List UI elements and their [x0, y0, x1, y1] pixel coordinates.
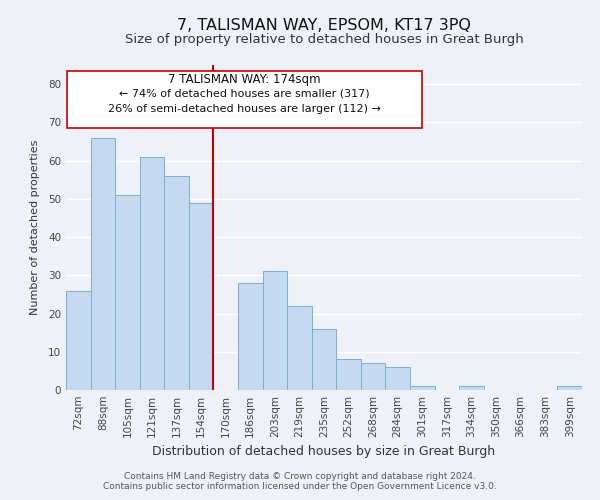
Bar — [140, 157, 164, 390]
Bar — [410, 386, 434, 390]
Bar — [459, 386, 484, 390]
Bar — [115, 195, 140, 390]
Bar — [287, 306, 312, 390]
Text: 7, TALISMAN WAY, EPSOM, KT17 3PQ: 7, TALISMAN WAY, EPSOM, KT17 3PQ — [177, 18, 471, 32]
Bar — [91, 138, 115, 390]
Text: Contains public sector information licensed under the Open Government Licence v3: Contains public sector information licen… — [103, 482, 497, 491]
Bar — [164, 176, 189, 390]
Y-axis label: Number of detached properties: Number of detached properties — [29, 140, 40, 315]
Bar — [263, 272, 287, 390]
Text: 7 TALISMAN WAY: 174sqm: 7 TALISMAN WAY: 174sqm — [169, 73, 321, 86]
Bar — [67, 70, 422, 128]
Bar — [66, 290, 91, 390]
Bar — [336, 360, 361, 390]
Bar — [189, 202, 214, 390]
Bar — [361, 363, 385, 390]
X-axis label: Distribution of detached houses by size in Great Burgh: Distribution of detached houses by size … — [152, 446, 496, 458]
Text: Contains HM Land Registry data © Crown copyright and database right 2024.: Contains HM Land Registry data © Crown c… — [124, 472, 476, 481]
Bar — [312, 329, 336, 390]
Text: Size of property relative to detached houses in Great Burgh: Size of property relative to detached ho… — [125, 32, 523, 46]
Bar — [557, 386, 582, 390]
Text: 26% of semi-detached houses are larger (112) →: 26% of semi-detached houses are larger (… — [109, 104, 381, 114]
Text: ← 74% of detached houses are smaller (317): ← 74% of detached houses are smaller (31… — [119, 88, 370, 99]
Bar — [238, 283, 263, 390]
Bar — [385, 367, 410, 390]
